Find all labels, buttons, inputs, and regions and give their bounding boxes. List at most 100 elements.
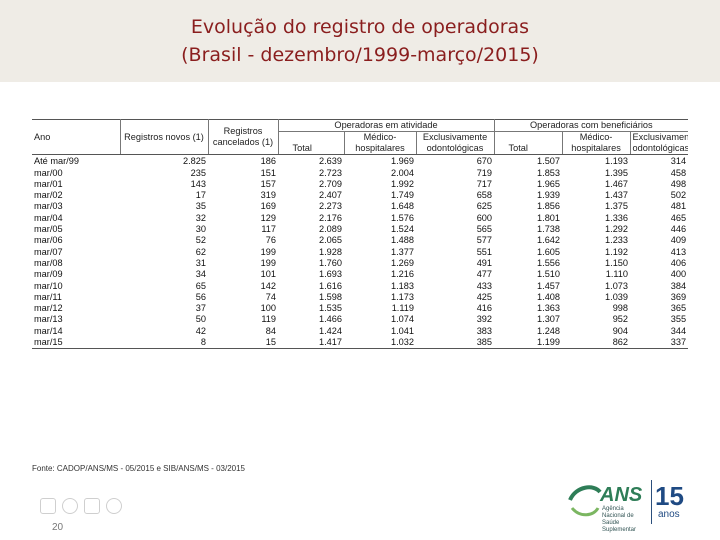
row-value-cell: 904 <box>612 325 629 336</box>
row-value-cell: 1.248 <box>537 325 561 336</box>
row-value-cell: 117 <box>261 224 276 235</box>
row-value-cell: 42 <box>195 325 206 336</box>
table-row: mar/00 235 151 2.723 2.004 719 1.853 1.395 458 <box>32 168 688 179</box>
row-value-cell: 413 <box>670 246 687 257</box>
row-value-cell: 565 <box>476 224 493 235</box>
row-value-cell: 1.408 <box>537 291 561 302</box>
row-value-cell: 1.041 <box>391 325 414 336</box>
row-value-cell: 1.307 <box>537 314 561 325</box>
row-value-cell: 1.173 <box>391 291 414 302</box>
row-year-cell: mar/02 <box>34 190 63 201</box>
row-year-cell: mar/15 <box>34 337 63 348</box>
ans-logo-icon <box>568 485 602 517</box>
row-year-cell: mar/12 <box>34 303 63 314</box>
row-value-cell: 491 <box>476 257 493 268</box>
row-value-cell: 35 <box>195 201 206 212</box>
row-year-cell: mar/03 <box>34 201 63 212</box>
row-year-cell: mar/13 <box>34 314 63 325</box>
row-value-cell: 1.199 <box>537 337 561 348</box>
row-value-cell: 551 <box>476 246 493 257</box>
row-value-cell: 952 <box>612 314 629 325</box>
row-value-cell: 1.801 <box>537 212 561 223</box>
row-value-cell: 477 <box>476 269 493 280</box>
row-value-cell: 1.605 <box>537 246 561 257</box>
row-value-cell: 15 <box>265 337 276 348</box>
row-year-cell: mar/09 <box>34 269 63 280</box>
row-value-cell: 1.693 <box>319 269 342 280</box>
seal-icon <box>106 498 122 514</box>
grid-icon <box>84 498 100 514</box>
row-value-cell: 157 <box>260 178 276 189</box>
row-value-cell: 2.709 <box>319 178 342 189</box>
row-value-cell: 2.176 <box>319 212 342 223</box>
row-value-cell: 1.233 <box>605 235 629 246</box>
row-value-cell: 577 <box>476 235 493 246</box>
row-value-cell: 365 <box>670 303 687 314</box>
row-value-cell: 143 <box>190 178 206 189</box>
row-value-cell: 319 <box>260 190 276 201</box>
row-value-cell: 1.524 <box>391 224 414 235</box>
table-row: mar/04 32 129 2.176 1.576 600 1.801 1.336 465 <box>32 213 688 224</box>
row-value-cell: 129 <box>260 212 276 223</box>
row-value-cell: 392 <box>476 314 493 325</box>
row-value-cell: 1.336 <box>605 212 629 223</box>
row-value-cell: 1.853 <box>537 167 561 178</box>
row-value-cell: 369 <box>670 291 687 302</box>
row-year-cell: mar/06 <box>34 235 63 246</box>
row-value-cell: 337 <box>670 337 687 348</box>
row-value-cell: 1.395 <box>605 167 629 178</box>
row-year-cell: mar/01 <box>34 178 63 189</box>
page-subtitle: (Brasil - dezembro/1999-março/2015) <box>181 44 539 66</box>
table-row: mar/09 34 101 1.693 1.216 477 1.510 1.110 400 <box>32 269 688 280</box>
row-value-cell: 1.363 <box>537 303 561 314</box>
row-year-cell: mar/10 <box>34 280 63 291</box>
row-value-cell: 1.039 <box>605 291 629 302</box>
row-value-cell: 2.639 <box>319 156 342 167</box>
row-value-cell: 719 <box>476 167 493 178</box>
table-row: mar/03 35 169 2.273 1.648 625 1.856 1.375 481 <box>32 201 688 212</box>
row-value-cell: 1.375 <box>605 201 629 212</box>
row-value-cell: 625 <box>476 201 493 212</box>
row-value-cell: 1.535 <box>319 303 342 314</box>
row-value-cell: 62 <box>195 246 206 257</box>
row-value-cell: 314 <box>670 156 687 167</box>
header-registros-novos: Registros novos (1) <box>119 119 208 156</box>
row-value-cell: 1.269 <box>391 257 414 268</box>
ans-logo-subtitle: Agência Nacional de Saúde Suplementar <box>602 506 637 533</box>
row-value-cell: 355 <box>670 314 687 325</box>
header-beneficiarios-medico: Médico-hospitalares <box>561 131 631 156</box>
page-title: Evolução do registro de operadoras <box>190 16 530 38</box>
building-icon <box>40 498 56 514</box>
row-value-cell: 998 <box>612 303 629 314</box>
row-value-cell: 50 <box>195 314 206 325</box>
row-value-cell: 74 <box>265 291 276 302</box>
row-value-cell: 433 <box>476 280 493 291</box>
row-value-cell: 1.074 <box>391 314 414 325</box>
row-value-cell: 1.150 <box>605 257 629 268</box>
row-value-cell: 670 <box>476 156 493 167</box>
header-registros-cancelados: Registros cancelados (1) <box>207 119 278 156</box>
row-value-cell: 384 <box>670 280 687 291</box>
row-value-cell: 235 <box>190 167 206 178</box>
row-value-cell: 1.965 <box>537 178 561 189</box>
row-value-cell: 2.273 <box>319 201 342 212</box>
row-value-cell: 1.749 <box>391 190 414 201</box>
row-value-cell: 84 <box>265 325 276 336</box>
row-value-cell: 151 <box>260 167 276 178</box>
row-value-cell: 1.424 <box>319 325 342 336</box>
row-value-cell: 1.377 <box>391 246 414 257</box>
row-value-cell: 1.992 <box>391 178 414 189</box>
row-value-cell: 169 <box>260 201 276 212</box>
row-value-cell: 1.576 <box>391 212 414 223</box>
row-value-cell: 502 <box>670 190 687 201</box>
table-row: mar/12 37 100 1.535 1.119 416 1.363 998 365 <box>32 303 688 314</box>
row-value-cell: 481 <box>670 201 687 212</box>
table-row: mar/08 31 199 1.760 1.269 491 1.556 1.150 406 <box>32 258 688 269</box>
logo-divider <box>651 480 652 524</box>
row-value-cell: 1.738 <box>537 224 561 235</box>
row-value-cell: 1.183 <box>391 280 414 291</box>
row-value-cell: 1.642 <box>537 235 561 246</box>
row-value-cell: 400 <box>670 269 687 280</box>
row-value-cell: 1.192 <box>605 246 629 257</box>
row-value-cell: 1.648 <box>391 201 414 212</box>
